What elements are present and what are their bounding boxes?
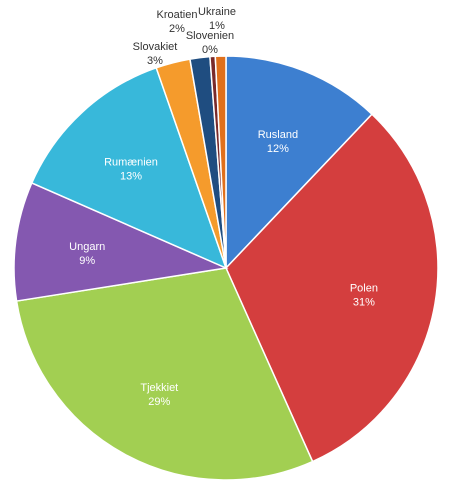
data-label-rusland: Rusland 12% (258, 129, 298, 155)
percent-label: 12% (267, 143, 289, 155)
pie-slices (13, 55, 439, 481)
pie-slice-rusland (225, 55, 374, 270)
data-label-polen: Polen 31% (350, 283, 378, 309)
pie-slice-ungarn (13, 181, 229, 302)
percent-label: 9% (79, 255, 95, 267)
category-label: Polen (350, 283, 378, 295)
data-label-rumænien: Rumænien 13% (104, 156, 158, 182)
percent-label: 3% (147, 55, 163, 67)
category-label: Slovakiet (133, 41, 178, 53)
pie-labels: Rusland 12% Polen 31% Tjekkiet 29% Ungarn 9% Rum… (69, 6, 378, 408)
pie-slice-ukraine (214, 55, 227, 269)
data-label-slovakiet: Slovakiet 3% (133, 41, 178, 67)
percent-label: 2% (169, 23, 185, 35)
pie-slice-rumænien (30, 66, 228, 270)
data-label-ukraine: Ukraine 1% (198, 6, 236, 32)
category-label: Kroatien (157, 9, 198, 21)
data-label-slovenien: Slovenien 0% (186, 30, 234, 56)
data-label-kroatien: Kroatien 2% (157, 9, 198, 35)
category-label: Tjekkiet (140, 382, 178, 394)
category-label: Ukraine (198, 6, 236, 18)
percent-label: 0% (202, 44, 218, 56)
percent-label: 13% (120, 170, 142, 182)
pie-slice-tjekkiet (15, 267, 314, 481)
percent-label: 31% (353, 297, 375, 309)
data-label-ungarn: Ungarn 9% (69, 241, 105, 267)
percent-label: 29% (148, 396, 170, 408)
category-label: Rumænien (104, 156, 158, 168)
data-label-tjekkiet: Tjekkiet 29% (140, 382, 178, 408)
pie-slice-polen (225, 113, 439, 463)
percent-label: 1% (209, 20, 225, 32)
category-label: Ungarn (69, 241, 105, 253)
category-label: Slovenien (186, 30, 234, 42)
category-label: Rusland (258, 129, 298, 141)
